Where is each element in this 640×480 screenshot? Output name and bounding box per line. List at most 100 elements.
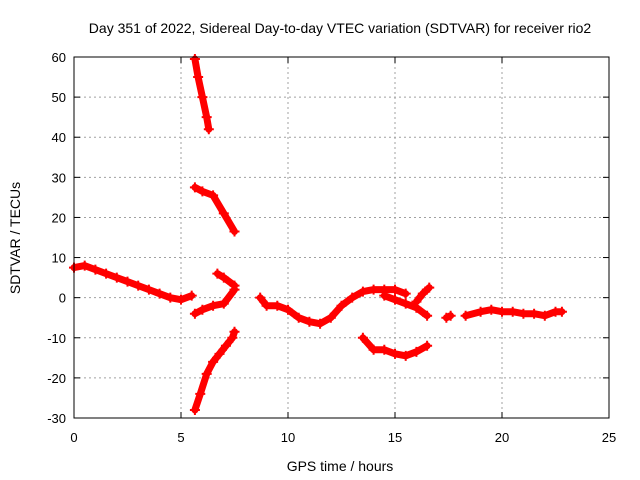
data-point bbox=[189, 182, 200, 193]
y-tick-label: -30 bbox=[47, 411, 66, 426]
data-point bbox=[90, 264, 101, 275]
series-arc-12 bbox=[460, 304, 567, 321]
series-line bbox=[191, 183, 238, 235]
x-tick-label: 15 bbox=[388, 430, 402, 445]
y-tick-label: -20 bbox=[47, 371, 66, 386]
tick-group: 0 5 10 15 20 25 -30 -20 -10 0 10 20 30 40 50 60 bbox=[47, 50, 616, 445]
data-point bbox=[176, 294, 186, 305]
y-tick-label: 0 bbox=[59, 291, 66, 306]
y-tick-label: -10 bbox=[47, 331, 66, 346]
data-point bbox=[201, 368, 212, 379]
data-point bbox=[227, 332, 238, 343]
data-point bbox=[195, 388, 206, 399]
data-point bbox=[325, 312, 336, 323]
data-point bbox=[357, 332, 368, 343]
data-point bbox=[212, 268, 223, 279]
data-point bbox=[486, 304, 497, 315]
data-point bbox=[189, 404, 200, 415]
data-point bbox=[539, 310, 550, 321]
y-tick-label: 50 bbox=[52, 90, 66, 105]
data-point bbox=[220, 340, 231, 351]
data-point bbox=[411, 296, 422, 307]
data-point bbox=[218, 298, 229, 309]
x-tick-label: 0 bbox=[70, 430, 77, 445]
y-axis-label: SDTVAR / TECUs bbox=[7, 182, 23, 294]
x-tick-label: 20 bbox=[495, 430, 509, 445]
series-line bbox=[70, 262, 196, 304]
plot-frame bbox=[73, 56, 610, 419]
data-point bbox=[201, 112, 212, 123]
data-point bbox=[229, 226, 240, 237]
data-point bbox=[208, 356, 219, 367]
data-point bbox=[445, 310, 456, 321]
series-arc-9 bbox=[411, 282, 435, 307]
data-point bbox=[229, 280, 240, 291]
data-point bbox=[122, 276, 133, 287]
series-arc-8 bbox=[379, 290, 433, 321]
data-point bbox=[518, 308, 529, 319]
y-tick-label: 10 bbox=[52, 251, 66, 266]
series-arc-1 bbox=[69, 260, 197, 305]
data-point bbox=[424, 282, 435, 293]
data-point bbox=[507, 306, 518, 317]
series-arc-6 bbox=[189, 326, 240, 415]
data-point bbox=[165, 292, 176, 303]
data-point bbox=[208, 190, 219, 201]
data-point bbox=[79, 260, 90, 271]
data-point bbox=[556, 306, 567, 317]
y-tick-label: 60 bbox=[52, 50, 66, 65]
series-line bbox=[191, 328, 238, 414]
grid bbox=[74, 57, 609, 418]
data-point bbox=[111, 272, 122, 283]
data-point bbox=[203, 124, 214, 135]
series-line bbox=[213, 270, 238, 290]
series-group bbox=[69, 54, 567, 415]
data-point bbox=[255, 292, 266, 303]
series-arc-4 bbox=[189, 284, 240, 319]
data-point bbox=[529, 308, 540, 319]
x-tick-label: 10 bbox=[281, 430, 295, 445]
data-point bbox=[315, 318, 326, 329]
data-point bbox=[368, 344, 379, 355]
data-point bbox=[390, 348, 400, 359]
series-arc-2 bbox=[189, 54, 214, 135]
data-point bbox=[497, 306, 507, 317]
series-arc-3 bbox=[189, 182, 240, 237]
data-point bbox=[400, 288, 411, 299]
data-point bbox=[379, 290, 390, 301]
data-point bbox=[400, 350, 411, 361]
data-point bbox=[186, 290, 197, 301]
data-point bbox=[189, 54, 200, 65]
y-tick-label: 30 bbox=[52, 170, 66, 185]
data-point bbox=[283, 304, 293, 315]
x-tick-label: 5 bbox=[177, 430, 184, 445]
series-arc-7 bbox=[255, 284, 411, 329]
data-point bbox=[357, 286, 368, 297]
series-arc-11 bbox=[441, 310, 456, 323]
series-arc-10 bbox=[357, 332, 433, 361]
data-point bbox=[143, 284, 154, 295]
data-point bbox=[218, 272, 229, 283]
data-point bbox=[133, 280, 144, 291]
data-point bbox=[379, 344, 390, 355]
data-point bbox=[229, 326, 240, 337]
data-point bbox=[304, 316, 315, 327]
data-point bbox=[189, 308, 200, 319]
data-point bbox=[101, 268, 112, 279]
data-point bbox=[336, 300, 347, 311]
data-point bbox=[218, 208, 229, 219]
data-point bbox=[261, 300, 272, 311]
series-arc-5 bbox=[212, 268, 240, 291]
chart-title: Day 351 of 2022, Sidereal Day-to-day VTE… bbox=[89, 20, 592, 36]
x-tick-label: 25 bbox=[602, 430, 616, 445]
data-point bbox=[197, 92, 208, 103]
data-point bbox=[417, 288, 428, 299]
data-point bbox=[154, 288, 165, 299]
data-point bbox=[422, 310, 433, 321]
data-point bbox=[390, 294, 400, 305]
data-point bbox=[347, 292, 358, 303]
data-point bbox=[293, 312, 304, 323]
data-point bbox=[214, 348, 225, 359]
data-point bbox=[368, 284, 379, 295]
